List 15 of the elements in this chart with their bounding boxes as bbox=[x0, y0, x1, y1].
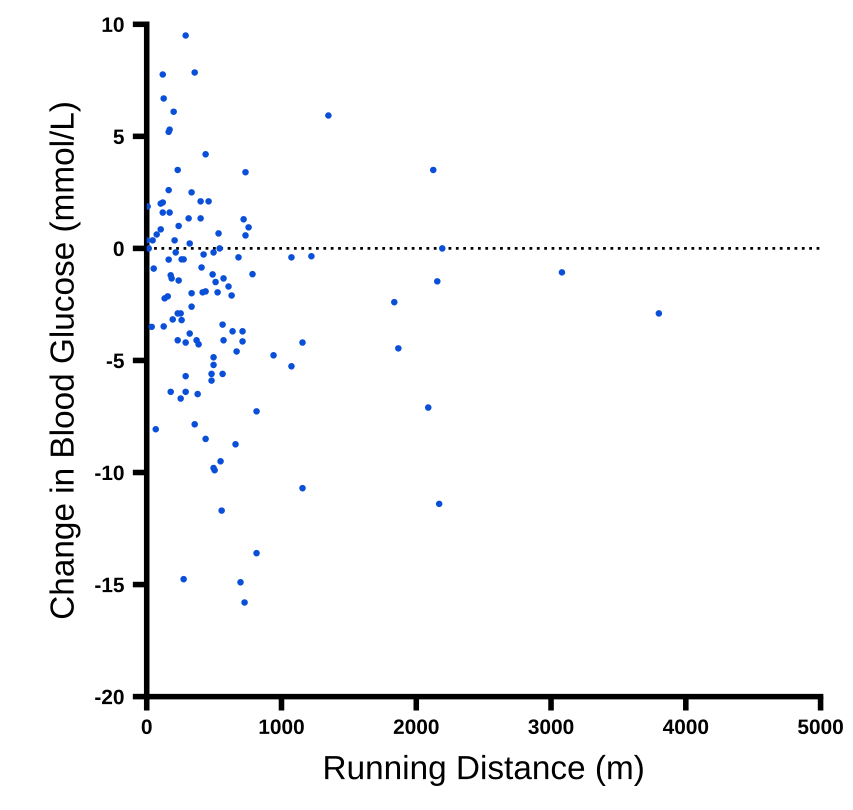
y-tick-label: -15 bbox=[95, 578, 124, 592]
x-tick-label: 3000 bbox=[528, 719, 574, 734]
x-tick-label: 1000 bbox=[260, 719, 304, 734]
x-tick-label: 2000 bbox=[394, 719, 439, 734]
y-tick-label: 5 bbox=[114, 130, 124, 144]
y-axis-title: Change in Blood Glucose (mmol/L) bbox=[49, 103, 80, 618]
y-tick-label: 0 bbox=[114, 241, 124, 256]
y-tick-label: -10 bbox=[95, 466, 124, 480]
x-axis-title: Running Distance (m) bbox=[325, 754, 643, 786]
x-tick-label: 0 bbox=[142, 719, 152, 734]
y-tick-label: 10 bbox=[102, 17, 124, 32]
y-tick-label: -5 bbox=[106, 354, 124, 368]
y-tick-label: -20 bbox=[95, 690, 124, 704]
x-tick-label: 5000 bbox=[798, 719, 843, 734]
x-tick-label: 4000 bbox=[662, 719, 708, 734]
